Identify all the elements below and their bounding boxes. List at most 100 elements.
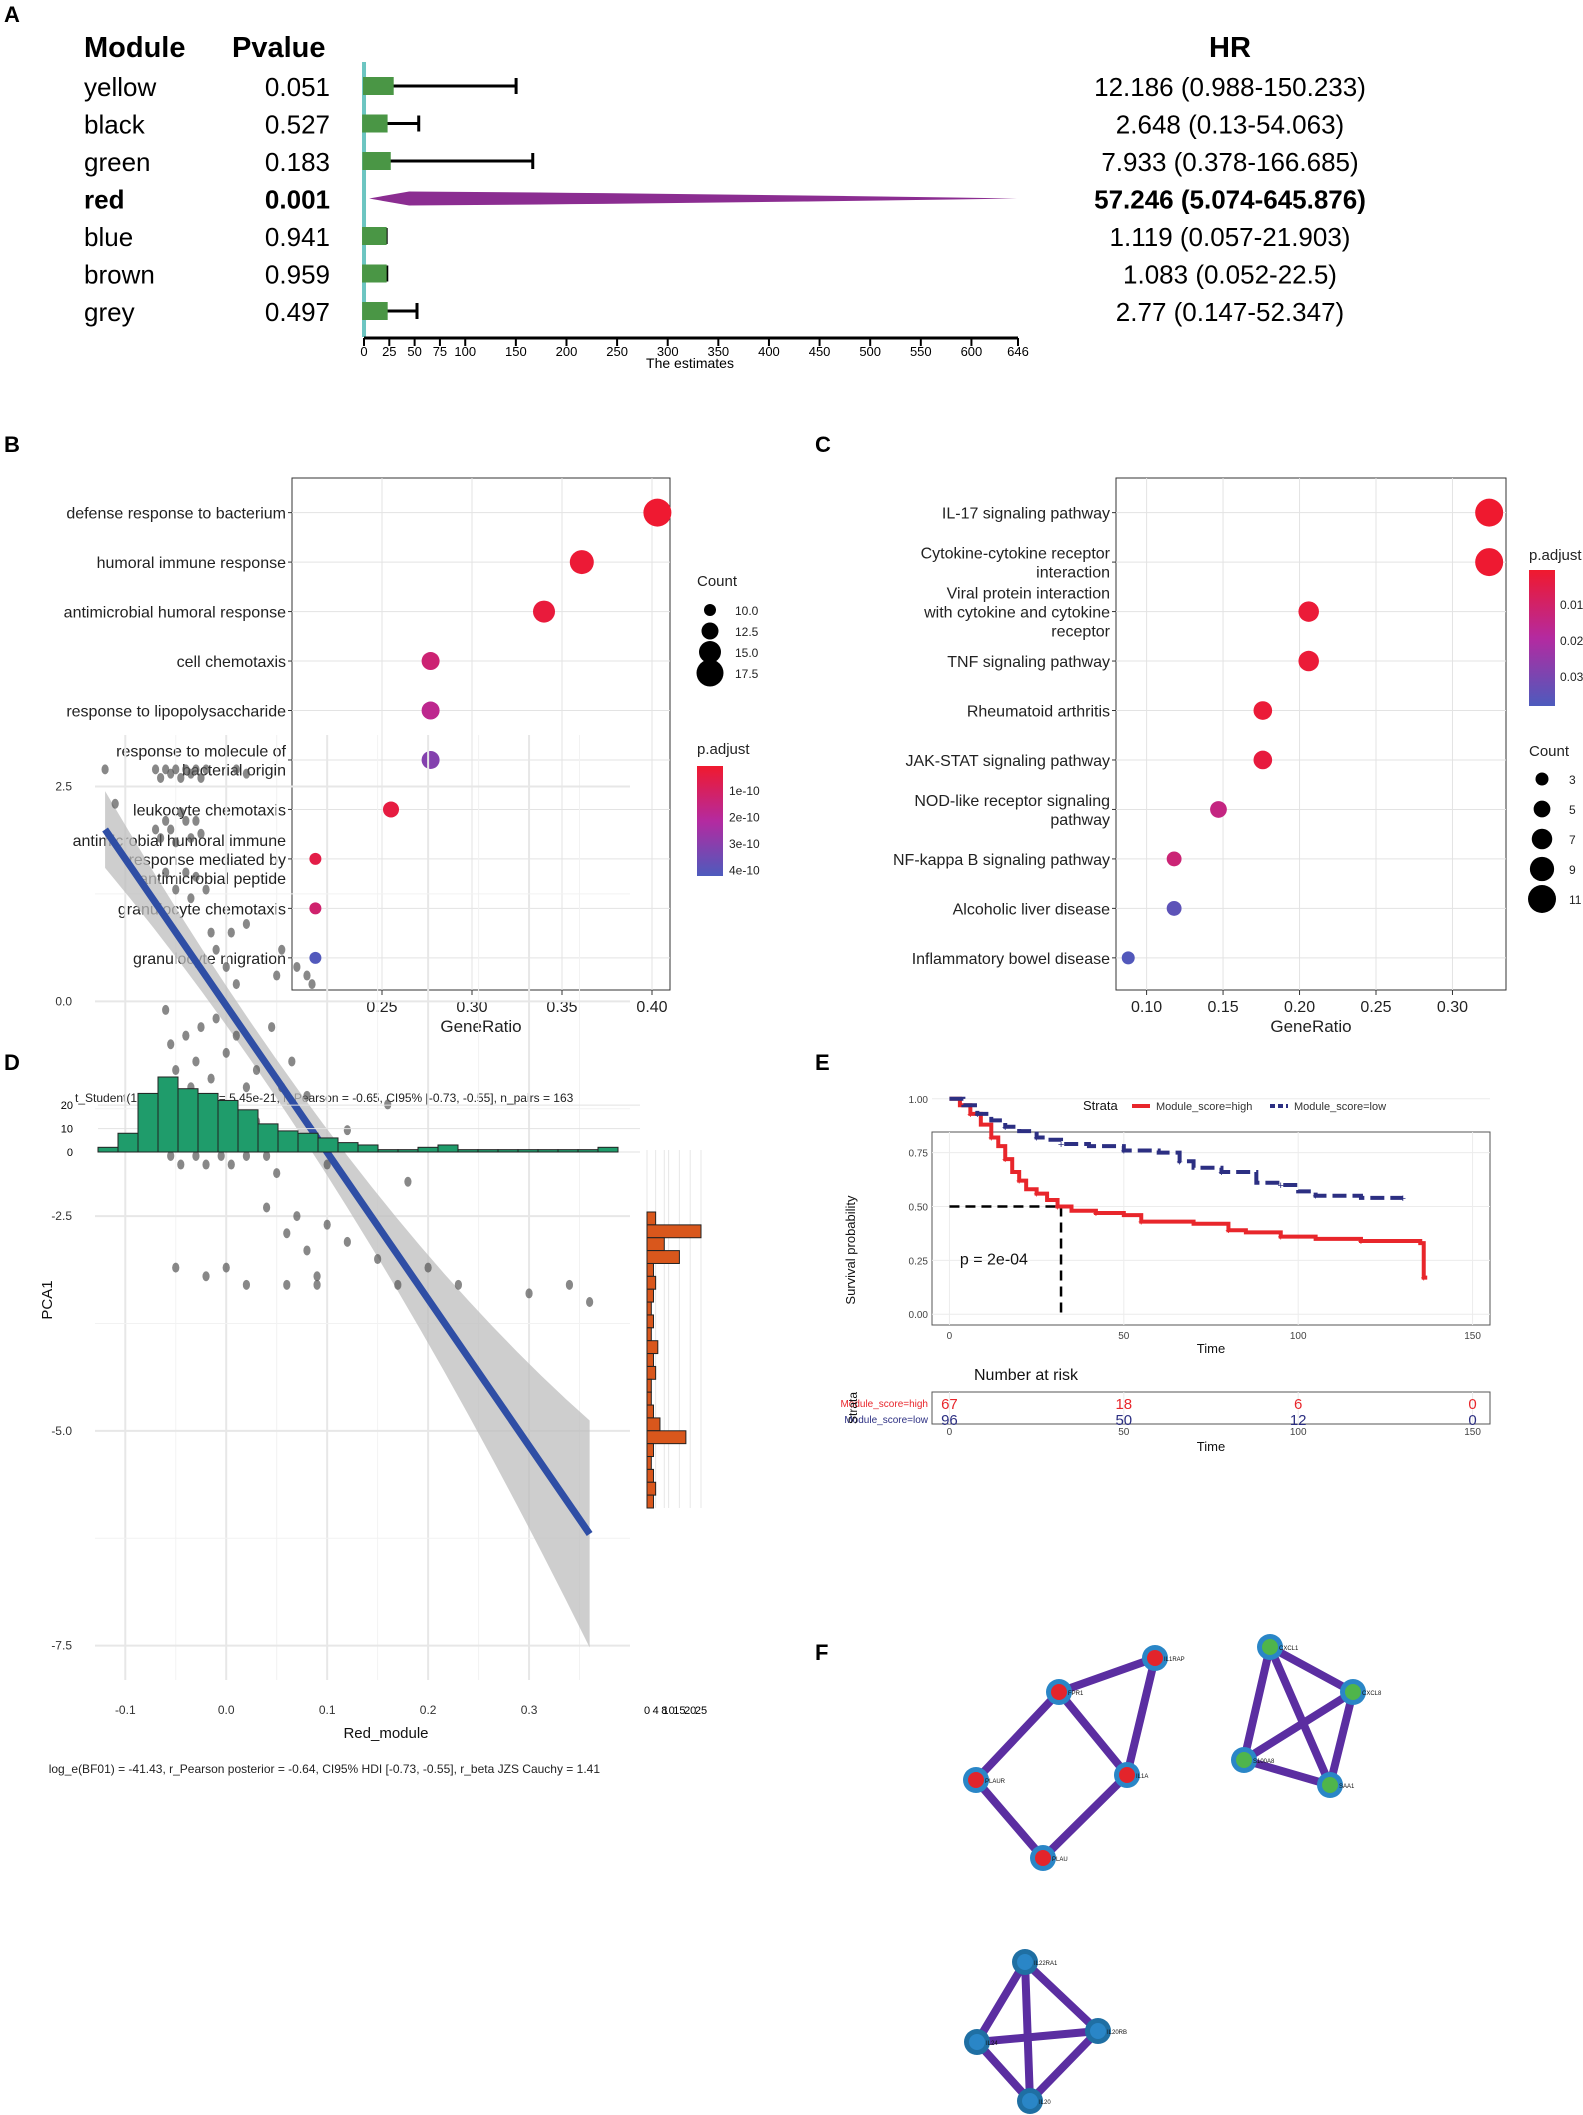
hr-box	[362, 152, 391, 170]
x-tick-label: 0	[360, 344, 367, 359]
category-label: with cytokine and cytokine	[923, 605, 1110, 622]
module-label: brown	[84, 260, 155, 290]
category-label: granulocyte migration	[133, 951, 286, 968]
category-label: leukocyte chemotaxis	[133, 802, 286, 819]
censor-mark: +	[1093, 1208, 1099, 1220]
data-point	[222, 961, 230, 972]
data-point	[202, 1159, 210, 1170]
y-tick-label: 1.00	[909, 1095, 929, 1106]
x-axis-title: GeneRatio	[1270, 1017, 1351, 1036]
panel-label-c: C	[815, 432, 831, 457]
module-label: yellow	[84, 72, 156, 102]
data-point	[172, 837, 180, 848]
dot	[1475, 498, 1504, 527]
hist-top-bar	[157, 1076, 179, 1153]
hist-top-bar	[457, 1149, 479, 1153]
hr-box	[362, 302, 388, 320]
network-node	[1236, 1752, 1252, 1768]
category-label: IL-17 signaling pathway	[942, 506, 1110, 523]
x-tick-label: 100	[454, 344, 476, 359]
data-point	[263, 1150, 271, 1161]
x-axis-title: Red_module	[343, 1725, 428, 1742]
data-point	[323, 1159, 331, 1170]
risk-table-frame	[931, 1391, 1491, 1425]
data-point	[293, 1211, 301, 1222]
category-label: response to lipopolysaccharide	[66, 704, 286, 721]
data-point	[177, 1159, 185, 1170]
data-point	[167, 1039, 175, 1050]
hist-top-bar	[497, 1149, 519, 1153]
colorbar	[697, 766, 723, 876]
hist-right-bar	[646, 1468, 654, 1483]
category-label: Viral protein interaction	[947, 586, 1110, 603]
network-edge	[973, 2027, 1102, 2046]
legend-count-dot	[704, 604, 716, 616]
category-label: antimicrobial humoral response	[64, 605, 286, 622]
network-edge	[973, 1958, 1029, 2046]
module-label: grey	[84, 297, 135, 327]
hist-right-bar	[646, 1340, 659, 1355]
category-label: cell chemotaxis	[177, 654, 286, 671]
hr-label: 2.648 (0.13-54.063)	[1116, 110, 1344, 140]
data-point	[343, 1125, 351, 1136]
category-label: NOD-like receptor signaling	[914, 793, 1110, 810]
y-tick-label: 2.5	[55, 780, 72, 794]
data-point	[151, 824, 160, 835]
hist-top-bar	[177, 1088, 199, 1153]
censor-mark: +	[1121, 1145, 1127, 1157]
dot	[1166, 900, 1182, 916]
network-node-label: CXCL8	[1362, 1691, 1382, 1697]
data-point	[187, 833, 195, 844]
colorbar-label: 1e-10	[729, 784, 760, 798]
hist-top-bar	[537, 1149, 559, 1153]
risk-value: 96	[941, 1412, 958, 1429]
risk-x-axis-title: Time	[1197, 1439, 1225, 1454]
x-tick-label: 450	[809, 344, 831, 359]
network-edge	[1123, 1654, 1159, 1779]
x-tick-label: 0.1	[319, 1703, 336, 1717]
dot	[383, 801, 399, 818]
go-dotplot-panel: defense response to bacterium humoral imm…	[64, 477, 760, 1036]
data-point	[288, 1056, 296, 1067]
x-tick-label: 0.40	[636, 999, 667, 1016]
category-label: Rheumatoid arthritis	[967, 704, 1110, 721]
data-point	[167, 824, 175, 835]
risk-x-tick: 100	[1290, 1427, 1307, 1438]
hist-top-bar	[257, 1123, 279, 1153]
data-point	[343, 1236, 351, 1247]
data-point	[162, 1004, 170, 1015]
y-tick-label: 0.50	[909, 1203, 929, 1214]
hr-box	[362, 227, 387, 245]
network-edge	[1026, 2027, 1102, 2105]
y-tick-label: -5.0	[51, 1424, 72, 1438]
hist-right-bar	[646, 1327, 652, 1342]
category-label: humoral immune response	[97, 555, 287, 572]
data-point	[242, 768, 251, 779]
x-tick-label: 200	[556, 344, 578, 359]
network-edge	[972, 1776, 1047, 1862]
censor-mark: +	[1278, 1180, 1284, 1192]
legend-count-label: 7	[1569, 833, 1576, 847]
hist-right-bar	[646, 1481, 657, 1496]
legend-count-label: 10.0	[735, 604, 759, 618]
x-tick-label: 350	[707, 344, 729, 359]
censor-mark: +	[1033, 1189, 1039, 1201]
x-tick-label: 50	[407, 344, 421, 359]
risk-table-title: Number at risk	[974, 1367, 1079, 1384]
hist-top-bar	[317, 1137, 339, 1153]
hr-label: 7.933 (0.378-166.685)	[1101, 147, 1358, 177]
data-point	[263, 1202, 271, 1213]
network-node-label: FPR1	[1068, 1691, 1084, 1697]
dot	[533, 600, 555, 623]
x-axis-title: The estimates	[646, 355, 734, 371]
x-tick-label: 0.3	[521, 1703, 538, 1717]
data-point	[197, 828, 205, 839]
data-point	[313, 1271, 321, 1282]
x-tick-label: 0.35	[546, 999, 577, 1016]
hist-right-bar	[646, 1443, 654, 1458]
network-node-label: PLAUR	[985, 1779, 1006, 1785]
hr-label: 57.246 (5.074-645.876)	[1094, 185, 1366, 215]
data-point	[303, 1090, 311, 1101]
hist-right-bar	[646, 1353, 654, 1367]
